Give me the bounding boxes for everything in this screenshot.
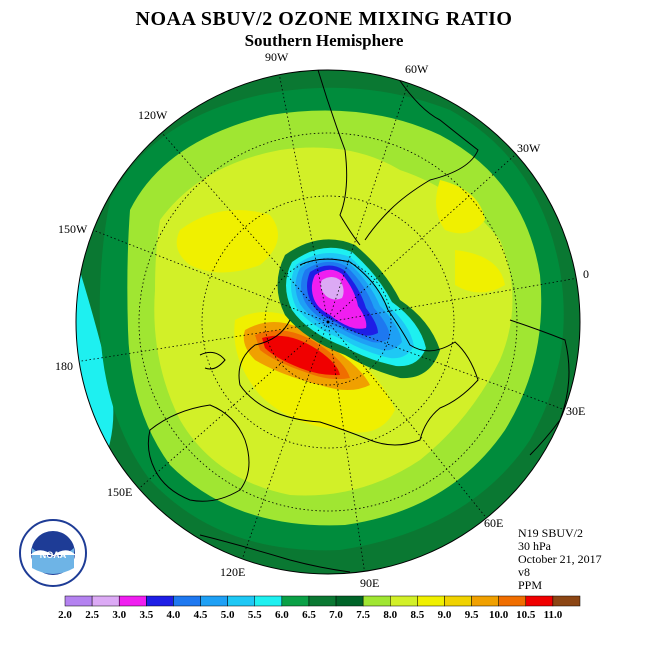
colorbar-tick-label: 4.5 xyxy=(193,609,208,621)
longitude-label-90w: 90W xyxy=(265,50,289,64)
pressure-level-label: 30 hPa xyxy=(518,539,551,553)
colorbar-tick-label: 5.0 xyxy=(220,609,235,621)
longitude-label-120e: 120E xyxy=(220,565,246,579)
coastline-south-america xyxy=(317,70,361,246)
map-title: NOAA SBUV/2 OZONE MIXING RATIO xyxy=(135,8,513,30)
coastline-indonesia xyxy=(199,534,351,573)
longitude-label-150w: 150W xyxy=(58,222,88,236)
coastline-africa xyxy=(509,319,570,456)
colorbar-swatch xyxy=(471,595,499,607)
longitude-label-120w: 120W xyxy=(138,108,168,122)
longitude-label-30e: 30E xyxy=(566,404,586,418)
coastline-antarctica xyxy=(238,258,479,446)
colorbar-tick-label: 10.0 xyxy=(489,609,509,621)
coastline-new-zealand xyxy=(199,351,226,370)
colorbar-swatch xyxy=(525,595,554,607)
colorbar-swatch xyxy=(91,595,120,607)
colorbar-swatch xyxy=(281,595,310,607)
colorbar-swatch xyxy=(498,595,527,607)
noaa-logo-text: NOAA xyxy=(40,550,67,560)
colorbar-tick-label: 3.0 xyxy=(112,609,127,621)
contour-2.5-hole xyxy=(320,277,344,300)
colorbar-tick-label: 6.0 xyxy=(274,609,289,621)
colorbar-swatch xyxy=(173,595,201,607)
instrument-label: N19 SBUV/2 xyxy=(518,526,584,540)
longitude-label-60e: 60E xyxy=(484,516,504,530)
colorbar-tick-label: 9.5 xyxy=(464,609,479,621)
colorbar-tick-label: 2.0 xyxy=(58,609,72,621)
longitude-label-30w: 30W xyxy=(517,141,541,155)
colorbar-tick-label: 4.0 xyxy=(166,609,181,621)
colorbar-tick-label: 5.5 xyxy=(247,609,262,621)
coastline-australia xyxy=(147,404,250,502)
colorbar-tick-label: 7.5 xyxy=(356,609,371,621)
map-subtitle: Southern Hemisphere xyxy=(244,31,404,50)
coastline-south-america-east xyxy=(364,77,479,241)
contour-10.0 xyxy=(262,335,340,376)
contour-8.5-west xyxy=(176,210,278,273)
colorbar-swatch xyxy=(335,595,364,607)
colorbar-tick-label: 3.5 xyxy=(139,609,154,621)
data-info-block: N19 SBUV/2 30 hPa October 21, 2017 v8 PP… xyxy=(518,527,602,592)
longitude-label-90e: 90E xyxy=(360,576,380,590)
colorbar-swatch xyxy=(118,595,147,607)
longitude-label-150e: 150E xyxy=(107,485,133,499)
colorbar-tick-label: 6.5 xyxy=(302,609,316,621)
colorbar-swatch xyxy=(444,595,472,607)
colorbar-tick-label: 10.5 xyxy=(516,609,536,621)
colorbar-swatch xyxy=(254,595,283,607)
colorbar-swatch xyxy=(308,595,337,607)
version-label: v8 xyxy=(518,565,530,579)
date-label: October 21, 2017 xyxy=(518,552,602,566)
noaa-logo: NOAA xyxy=(19,519,87,587)
colorbar-tick-label: 2.5 xyxy=(85,609,99,621)
colorbar-tick-label: 8.0 xyxy=(383,609,398,621)
colorbar-swatch xyxy=(227,595,255,607)
colorbar-tick-label: 9.0 xyxy=(437,609,452,621)
longitude-label-60w: 60W xyxy=(405,62,429,76)
contour-8.5-ne xyxy=(455,250,505,293)
colorbar-tick-label: 8.5 xyxy=(410,609,425,621)
colorbar-swatch xyxy=(362,595,391,607)
colorbar-swatch xyxy=(417,595,445,607)
colorbar-swatch xyxy=(390,595,418,607)
colorbar-swatch xyxy=(200,595,228,607)
colorbar-swatch xyxy=(552,595,581,607)
colorbar-swatch xyxy=(64,595,93,607)
colorbar-tick-label: 7.0 xyxy=(329,609,343,621)
longitude-label-180: 180 xyxy=(55,359,73,373)
colorbar-tick-label: 11.0 xyxy=(543,609,563,621)
units-label: PPM xyxy=(518,578,543,592)
colorbar-swatch xyxy=(146,595,174,607)
longitude-label-0: 0 xyxy=(583,267,589,281)
contour-8.5-east xyxy=(436,180,485,234)
